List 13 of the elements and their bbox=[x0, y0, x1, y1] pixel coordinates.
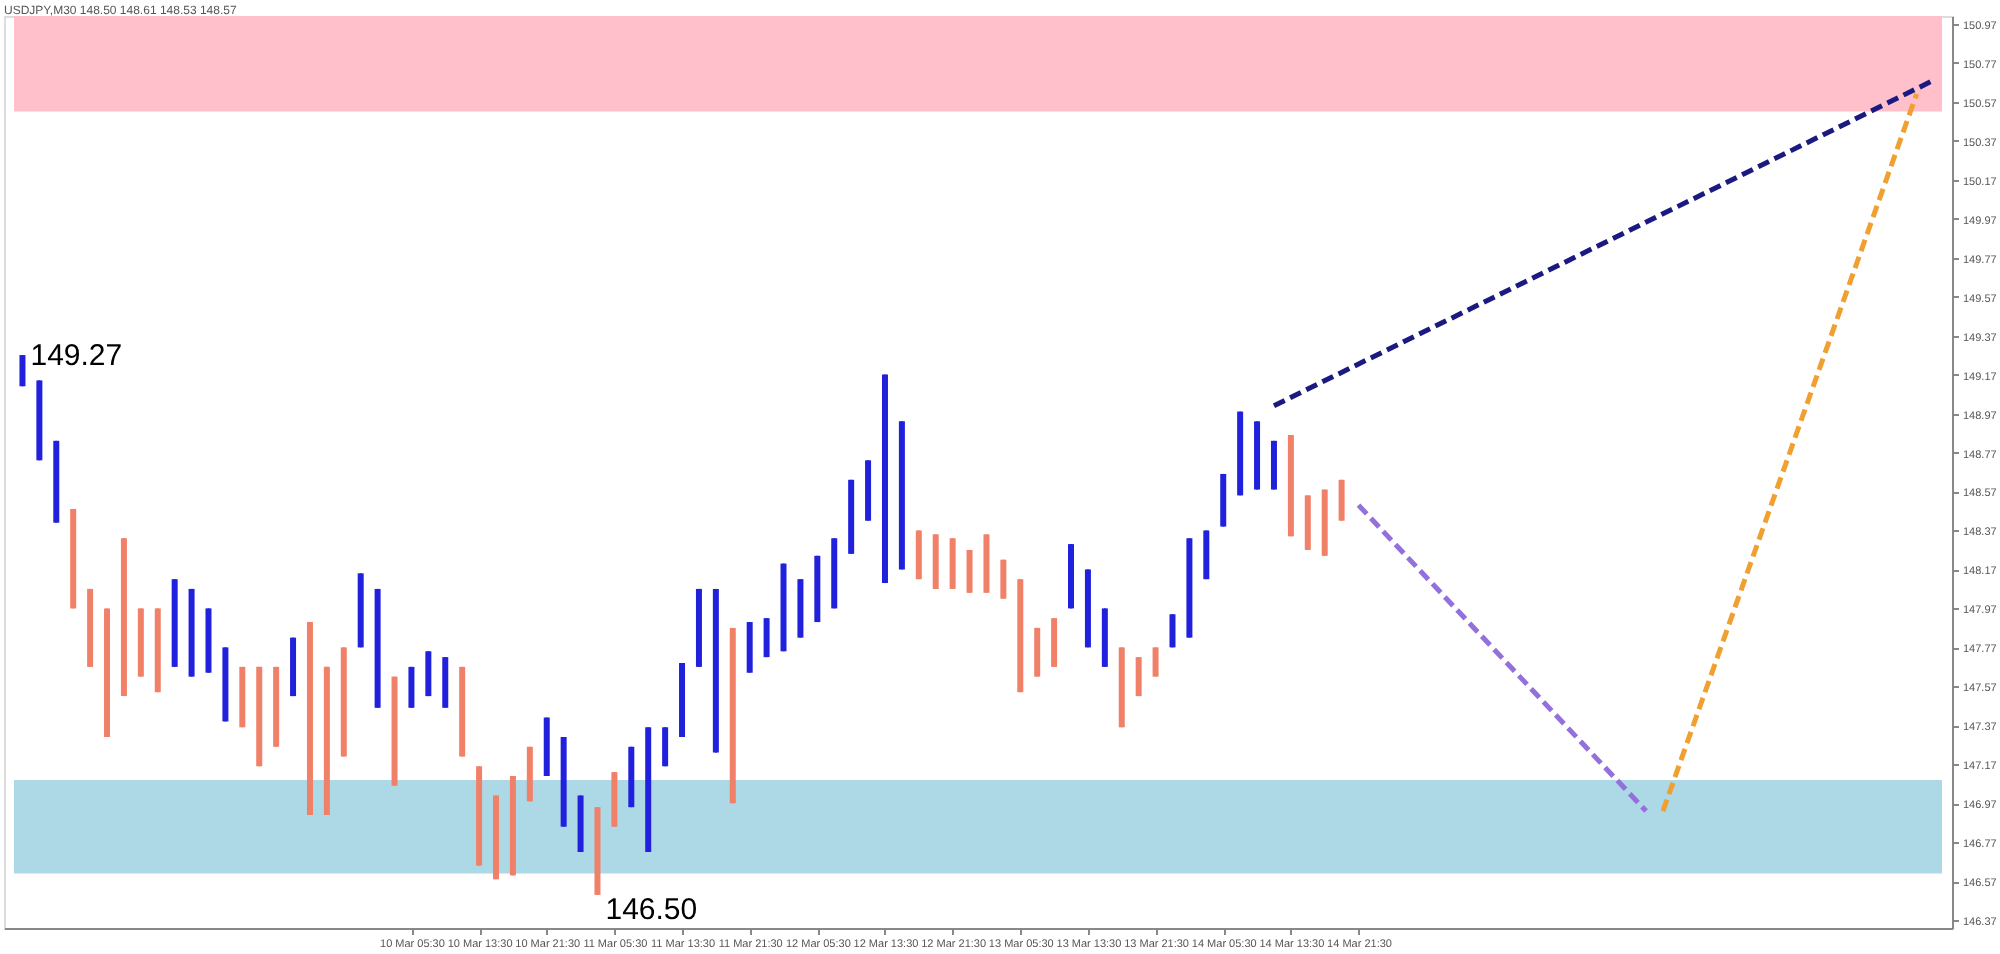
candlestick bbox=[966, 548, 973, 594]
candlestick bbox=[1169, 613, 1176, 649]
candlestick bbox=[1000, 558, 1007, 600]
annotation: 149.27 bbox=[30, 339, 123, 374]
candlestick bbox=[1338, 478, 1345, 522]
candlestick bbox=[662, 726, 669, 768]
annotation: 146.50 bbox=[605, 892, 698, 927]
candlestick bbox=[19, 354, 26, 388]
candlestick bbox=[763, 617, 770, 659]
candlestick bbox=[425, 650, 432, 698]
candlestick bbox=[1135, 656, 1142, 698]
candlestick bbox=[1152, 646, 1159, 678]
candlestick bbox=[408, 665, 415, 709]
